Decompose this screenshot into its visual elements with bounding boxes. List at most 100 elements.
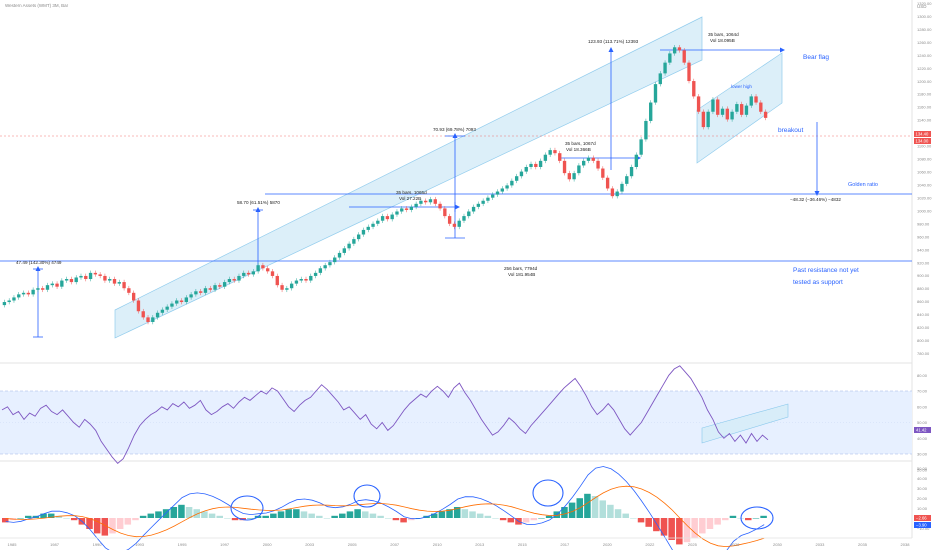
rsi-current-value: 41.42 bbox=[916, 428, 927, 433]
candle bbox=[634, 152, 639, 170]
candle bbox=[352, 236, 356, 247]
macd-bar bbox=[331, 515, 338, 518]
price-tick-label: 1260.00 bbox=[917, 40, 932, 45]
macd-bar bbox=[561, 507, 568, 518]
macd-bar bbox=[653, 518, 660, 532]
candle bbox=[74, 275, 78, 285]
resistance-note-1: Past resistance not yet bbox=[793, 267, 859, 274]
candle bbox=[285, 285, 289, 293]
macd-current-value-2: −3.90 bbox=[916, 523, 927, 528]
candle bbox=[2, 299, 7, 308]
price-axis[interactable]: 1320.00 1300.00 1280.00 1260.00 1240.00 1220.… bbox=[917, 1, 932, 356]
candle bbox=[582, 158, 586, 168]
macd-bar bbox=[683, 518, 691, 543]
candle bbox=[304, 276, 308, 283]
rsi-breakout-channel[interactable] bbox=[701, 403, 789, 444]
candle bbox=[481, 198, 485, 207]
bear-flag-channel[interactable] bbox=[696, 52, 783, 164]
candle bbox=[266, 265, 270, 274]
candle bbox=[294, 278, 299, 286]
candle bbox=[476, 201, 481, 210]
candle bbox=[261, 262, 265, 271]
candle bbox=[213, 282, 217, 293]
time-tick-label: 2028 bbox=[730, 542, 740, 547]
macd-bar bbox=[17, 518, 24, 519]
symbol-title[interactable]: Western Assets (WMT) 3M, Bar bbox=[5, 3, 69, 8]
candle bbox=[79, 273, 83, 280]
macd-bar bbox=[568, 502, 576, 518]
price-tick-label: 1160.00 bbox=[917, 105, 932, 110]
rising-channel[interactable] bbox=[114, 16, 703, 339]
candle bbox=[165, 304, 169, 313]
candle bbox=[491, 192, 495, 200]
candle bbox=[299, 276, 303, 283]
candle bbox=[155, 310, 160, 320]
candle bbox=[649, 100, 653, 124]
macd-bar bbox=[339, 513, 346, 518]
macd-bar bbox=[392, 518, 400, 521]
time-tick-label: 2017 bbox=[560, 542, 570, 547]
candle bbox=[610, 186, 615, 199]
macd-bar bbox=[277, 511, 285, 518]
range-label-3b: Vol 18.095B bbox=[710, 38, 735, 43]
candle bbox=[495, 189, 500, 197]
price-tick-label: 920.00 bbox=[917, 260, 930, 265]
breakout-price-note: breakout bbox=[778, 127, 803, 134]
candle bbox=[141, 308, 145, 320]
macd-bar bbox=[760, 515, 767, 518]
candle bbox=[151, 315, 155, 325]
price-tick-label: 900.00 bbox=[917, 273, 930, 278]
macd-bar bbox=[484, 515, 492, 518]
price-tick-label: 780.00 bbox=[917, 351, 930, 356]
candle bbox=[514, 173, 519, 184]
macd-bar bbox=[430, 513, 438, 518]
candle bbox=[625, 173, 629, 187]
candle bbox=[98, 272, 102, 279]
time-tick-label: 2033 bbox=[815, 542, 825, 547]
candle bbox=[419, 198, 423, 207]
macd-bar bbox=[385, 518, 392, 519]
candle bbox=[543, 152, 548, 164]
price-tick-label: 1320.00 bbox=[917, 1, 932, 6]
macd-tick-label: 30.00 bbox=[917, 486, 928, 491]
candle bbox=[668, 51, 672, 65]
candle bbox=[347, 241, 351, 251]
candle bbox=[31, 287, 35, 297]
macd-bar bbox=[507, 518, 515, 523]
time-axis[interactable]: 1985 1987 1990 1993 1995 1997 2000 2003 2005 2007… bbox=[8, 542, 911, 547]
candle bbox=[692, 78, 696, 99]
candle bbox=[682, 48, 686, 65]
macd-current-tag-2 bbox=[914, 522, 931, 528]
macd-highlight-circles[interactable] bbox=[230, 479, 774, 530]
candle bbox=[615, 189, 619, 199]
macd-bar bbox=[400, 518, 407, 523]
measure-label-2: 58.70 (61.51%) 5870 bbox=[237, 200, 280, 205]
candle bbox=[60, 278, 64, 289]
candle bbox=[471, 204, 476, 214]
rsi-axis[interactable]: 80.00 70.00 60.00 50.00 40.00 30.00 20.00 bbox=[917, 373, 928, 473]
candle bbox=[122, 279, 126, 291]
macd-bar bbox=[193, 509, 201, 518]
candle bbox=[735, 101, 739, 115]
candle bbox=[467, 209, 471, 219]
lower-high-note: lower high bbox=[731, 84, 752, 89]
rsi-tick-label: 60.00 bbox=[917, 404, 928, 409]
macd-bar bbox=[438, 511, 446, 518]
rsi-tick-label: 30.00 bbox=[917, 452, 928, 457]
candle bbox=[376, 218, 380, 227]
macd-bar bbox=[599, 500, 606, 518]
macd-bar bbox=[377, 515, 384, 518]
macd-bar bbox=[293, 509, 300, 518]
golden-ratio-note: Golden ratio bbox=[848, 182, 878, 188]
macd-bar bbox=[346, 511, 354, 518]
macd-bar bbox=[645, 518, 652, 527]
candle bbox=[658, 71, 662, 87]
candle bbox=[510, 178, 514, 188]
time-tick-label: 1993 bbox=[135, 542, 145, 547]
macd-bar bbox=[362, 511, 369, 518]
candle bbox=[754, 94, 758, 105]
candle bbox=[404, 206, 409, 213]
price-tick-label: 1220.00 bbox=[917, 66, 932, 71]
